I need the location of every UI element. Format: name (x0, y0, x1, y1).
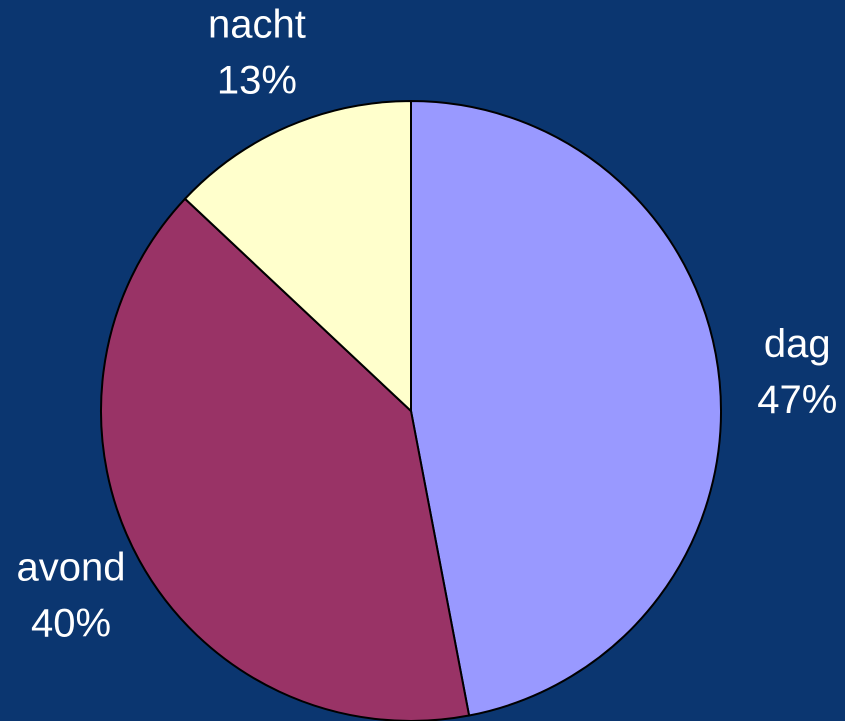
slice-value-label: 47% (757, 378, 837, 422)
slice-category-label: dag (764, 322, 831, 366)
slice-category-label: avond (17, 545, 126, 589)
slice-value-label: 40% (31, 601, 111, 645)
pie-slice (183, 99, 412, 414)
slice-value-label: 13% (217, 58, 297, 102)
pie-slice (410, 99, 722, 717)
slice-category-label: nacht (208, 2, 306, 46)
pie-slice (100, 197, 471, 721)
